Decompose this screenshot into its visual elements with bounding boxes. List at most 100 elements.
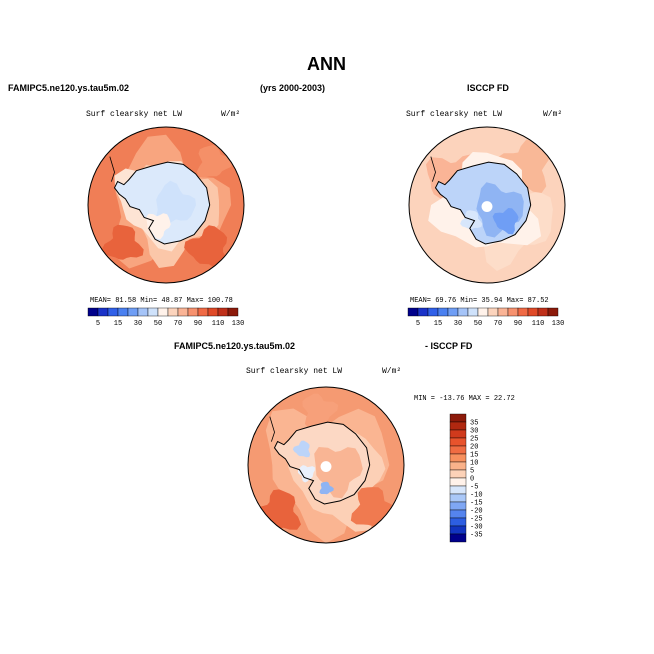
colorbar-swatch <box>449 501 467 511</box>
colorbar-swatch <box>457 307 469 317</box>
colorbar-tick-label: 50 <box>474 320 482 328</box>
colorbar-tick-label: -20 <box>470 508 483 516</box>
colorbar-swatch <box>217 307 229 317</box>
colorbar-tick-label: 35 <box>470 420 478 428</box>
colorbar-swatch <box>449 429 467 439</box>
colorbar-swatch <box>477 307 489 317</box>
colorbar-swatch <box>207 307 219 317</box>
colorbar-swatch <box>449 437 467 447</box>
colorbar-swatch <box>127 307 139 317</box>
obs-units-label: W/m² <box>543 110 563 119</box>
colorbar-swatch <box>449 477 467 487</box>
colorbar-tick-label: 10 <box>470 460 478 468</box>
coastline <box>273 421 371 505</box>
colorbar-swatch <box>157 307 169 317</box>
colorbar-tick-label: 0 <box>470 476 474 484</box>
pole-hole <box>320 461 332 473</box>
colorbar-tick-label: -10 <box>470 492 483 500</box>
colorbar-tick-label: 130 <box>552 320 565 328</box>
colorbar-tick-label: -30 <box>470 524 483 532</box>
colorbar-swatch <box>487 307 499 317</box>
coastline <box>434 161 532 245</box>
colorbar-swatch <box>227 307 239 317</box>
diff-field-label: Surf clearsky net LW <box>246 367 343 376</box>
south-america-tip <box>109 156 115 182</box>
colorbar-swatch <box>449 533 467 543</box>
south-america-tip <box>269 416 275 442</box>
colorbar-swatch <box>449 421 467 431</box>
colorbar-tick-label: 30 <box>134 320 142 328</box>
colorbar-swatch <box>447 307 459 317</box>
polar-map-1 <box>87 126 245 284</box>
colorbar-tick-label: 15 <box>114 320 122 328</box>
field-patch <box>302 393 339 428</box>
colorbar-tick-label: 110 <box>532 320 545 328</box>
colorbar-tick-label: 15 <box>470 452 478 460</box>
colorbar-swatch <box>137 307 149 317</box>
colorbar-swatch <box>197 307 209 317</box>
colorbar-swatch <box>507 307 519 317</box>
colorbar-swatch <box>417 307 429 317</box>
colorbar-1: 5 15 30 50 70 90 110 130 <box>87 307 244 328</box>
continent-patch <box>319 481 334 495</box>
colorbar-tick-label: 5 <box>470 468 474 476</box>
colorbar-swatch <box>427 307 439 317</box>
polar-map-2 <box>408 126 566 284</box>
colorbar-swatch <box>449 461 467 471</box>
diff-case-label: FAMIPC5.ne120.ys.tau5m.02 <box>174 341 296 351</box>
colorbar-tick-label: 70 <box>494 320 502 328</box>
model-stats: MEAN= 81.58 Min= 48.87 Max= 100.78 <box>90 297 233 305</box>
colorbar-tick-label: 5 <box>416 320 420 328</box>
colorbar-swatch <box>167 307 179 317</box>
period-label: (yrs 2000-2003) <box>260 83 326 93</box>
colorbar-swatch <box>87 307 99 317</box>
colorbar-swatch <box>449 525 467 535</box>
obs-case-label: ISCCP FD <box>467 83 509 93</box>
colorbar-tick-label: 15 <box>434 320 442 328</box>
colorbar-swatch <box>449 469 467 479</box>
colorbar-swatch <box>449 509 467 519</box>
polar-map-3 <box>247 386 405 544</box>
colorbar-tick-label: -15 <box>470 500 483 508</box>
colorbar-tick-label: 30 <box>454 320 462 328</box>
colorbar-swatch <box>117 307 129 317</box>
model-field-label: Surf clearsky net LW <box>86 110 183 119</box>
colorbar-tick-label: -25 <box>470 516 483 524</box>
obs-field-label: Surf clearsky net LW <box>406 110 503 119</box>
colorbar-tick-label: 25 <box>470 436 478 444</box>
continent-patch <box>292 440 311 458</box>
colorbar-tick-label: -35 <box>470 532 483 540</box>
colorbar-swatch <box>449 485 467 495</box>
diff-stats: MIN = -13.76 MAX = 22.72 <box>414 395 515 403</box>
diff-units-label: W/m² <box>382 367 402 376</box>
colorbar-swatch <box>449 445 467 455</box>
colorbar-tick-label: 90 <box>194 320 202 328</box>
continent-patch <box>492 208 519 235</box>
colorbar-tick-label: 110 <box>212 320 225 328</box>
colorbar-tick-label: -5 <box>470 484 478 492</box>
coastline <box>113 161 211 245</box>
map-boundary <box>247 386 405 544</box>
pole-hole <box>481 201 493 213</box>
colorbar-tick-label: 50 <box>154 320 162 328</box>
colorbar-tick-label: 5 <box>96 320 100 328</box>
colorbar-swatch <box>177 307 189 317</box>
colorbar-tick-label: 30 <box>470 428 478 436</box>
continent-patch <box>297 465 315 483</box>
colorbar-tick-label: 20 <box>470 444 478 452</box>
colorbar-swatch <box>187 307 199 317</box>
colorbar-swatch <box>537 307 549 317</box>
model-units-label: W/m² <box>221 110 241 119</box>
field-patch <box>196 145 234 178</box>
colorbar-swatch <box>449 453 467 463</box>
colorbar-swatch <box>497 307 509 317</box>
field-patch <box>101 224 144 260</box>
colorbar-tick-label: 90 <box>514 320 522 328</box>
map-boundary <box>87 126 245 284</box>
colorbar-swatch <box>107 307 119 317</box>
colorbar-swatch <box>527 307 539 317</box>
colorbar-swatch <box>97 307 109 317</box>
colorbar-swatch <box>449 517 467 527</box>
